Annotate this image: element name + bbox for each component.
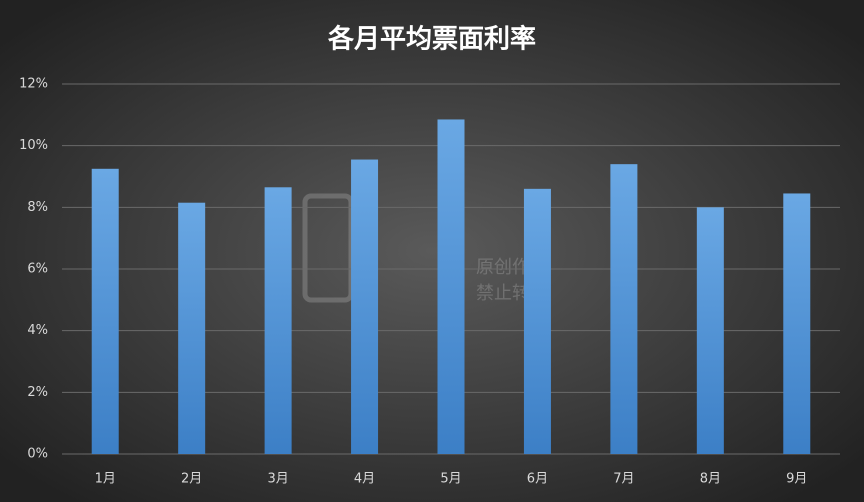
y-tick-label: 12%	[19, 77, 48, 92]
watermark-logo	[302, 193, 354, 303]
x-tick-label: 6月	[527, 472, 548, 487]
x-tick-label: 2月	[181, 472, 202, 487]
x-tick-label: 8月	[700, 472, 721, 487]
bar	[523, 188, 551, 455]
x-tick-label: 1月	[95, 472, 116, 487]
bar	[178, 202, 206, 454]
bar	[351, 159, 379, 454]
bar	[264, 187, 292, 454]
bar	[91, 168, 119, 454]
y-tick-label: 4%	[27, 323, 48, 338]
bar	[437, 119, 465, 454]
x-tick-label: 9月	[786, 472, 807, 487]
y-tick-label: 0%	[27, 447, 48, 462]
x-tick-label: 7月	[613, 472, 634, 487]
bar	[610, 164, 638, 454]
x-tick-label: 5月	[440, 472, 461, 487]
chart-title: 各月平均票面利率	[327, 24, 536, 55]
y-tick-label: 10%	[19, 138, 48, 153]
x-tick-label: 3月	[267, 472, 288, 487]
y-tick-label: 2%	[27, 385, 48, 400]
y-tick-label: 8%	[27, 200, 48, 215]
x-tick-label: 4月	[354, 472, 375, 487]
bar	[696, 207, 724, 454]
y-tick-label: 6%	[27, 262, 48, 277]
bar	[783, 193, 811, 455]
